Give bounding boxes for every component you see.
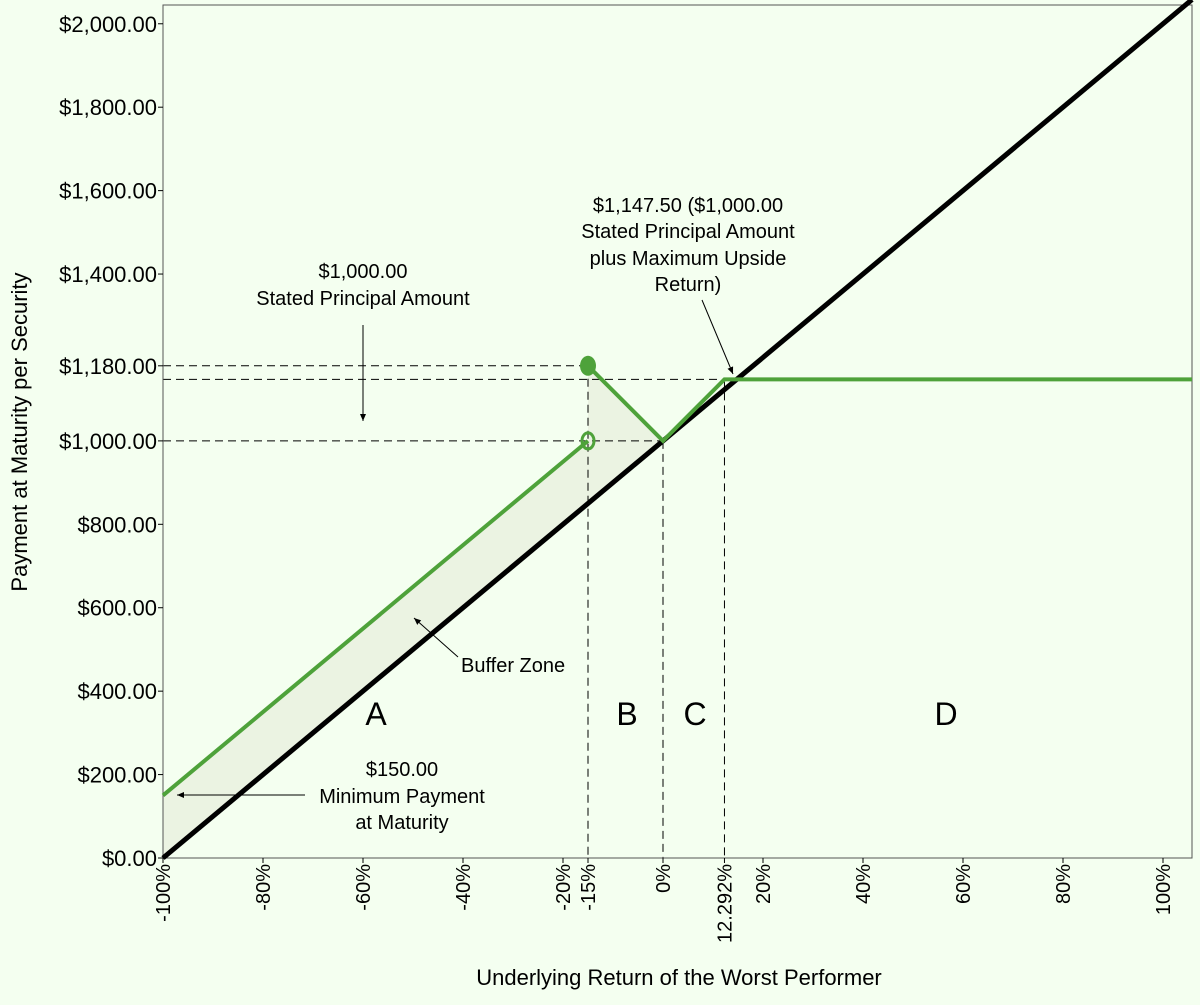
plot-frame xyxy=(162,4,1193,859)
annotation: Buffer Zone xyxy=(461,655,565,677)
x-tick-label: 12.292% xyxy=(714,864,736,943)
x-axis-title: Underlying Return of the Worst Performer xyxy=(476,965,882,990)
annotation: plus Maximum Upside xyxy=(590,248,787,270)
y-tick-label: $2,000.00 xyxy=(59,12,157,37)
annotation: $1,147.50 ($1,000.00 xyxy=(593,195,783,217)
x-tick-label: 80% xyxy=(1053,864,1075,904)
region-label: D xyxy=(934,696,957,732)
y-axis-title: Payment at Maturity per Security xyxy=(7,272,32,591)
y-tick-label: $1,180.00 xyxy=(59,354,157,379)
x-tick-label: 0% xyxy=(653,864,675,893)
region-label: A xyxy=(365,696,387,732)
open-marker xyxy=(580,431,596,451)
annotation: Return) xyxy=(655,274,722,296)
buffer-area xyxy=(163,365,663,858)
x-tick-label: -60% xyxy=(353,864,375,911)
y-tick-label: $600.00 xyxy=(77,596,157,621)
annotation: $1,000.00 xyxy=(319,261,408,283)
annotation: at Maturity xyxy=(355,812,448,834)
x-tick-label: -20% xyxy=(553,864,575,911)
y-tick-label: $0.00 xyxy=(102,846,157,871)
x-tick-label: 100% xyxy=(1153,864,1175,915)
x-tick-label: -15% xyxy=(578,864,600,911)
x-tick-label: 40% xyxy=(853,864,875,904)
x-tick-label: -80% xyxy=(253,864,275,911)
annotation: Stated Principal Amount xyxy=(256,288,470,310)
annotation: Stated Principal Amount xyxy=(581,221,795,243)
y-tick-label: $1,600.00 xyxy=(59,179,157,204)
annotation: $150.00 xyxy=(366,759,438,781)
x-tick-label: -40% xyxy=(453,864,475,911)
y-tick-label: $200.00 xyxy=(77,763,157,788)
x-tick-label: -100% xyxy=(153,864,175,922)
y-tick-label: $1,000.00 xyxy=(59,429,157,454)
annotation-arrow xyxy=(701,299,734,375)
x-tick-label: 20% xyxy=(753,864,775,904)
y-tick-label: $400.00 xyxy=(77,679,157,704)
x-tick-label: 60% xyxy=(953,864,975,904)
annotation: Minimum Payment xyxy=(319,786,485,808)
y-tick-label: $1,400.00 xyxy=(59,262,157,287)
y-tick-label: $800.00 xyxy=(77,512,157,537)
region-label: C xyxy=(683,696,706,732)
series-line xyxy=(161,364,1192,797)
region-label: B xyxy=(616,696,637,732)
annotation-arrow xyxy=(413,617,459,658)
y-tick-label: $1,800.00 xyxy=(59,95,157,120)
filled-marker xyxy=(580,355,596,376)
